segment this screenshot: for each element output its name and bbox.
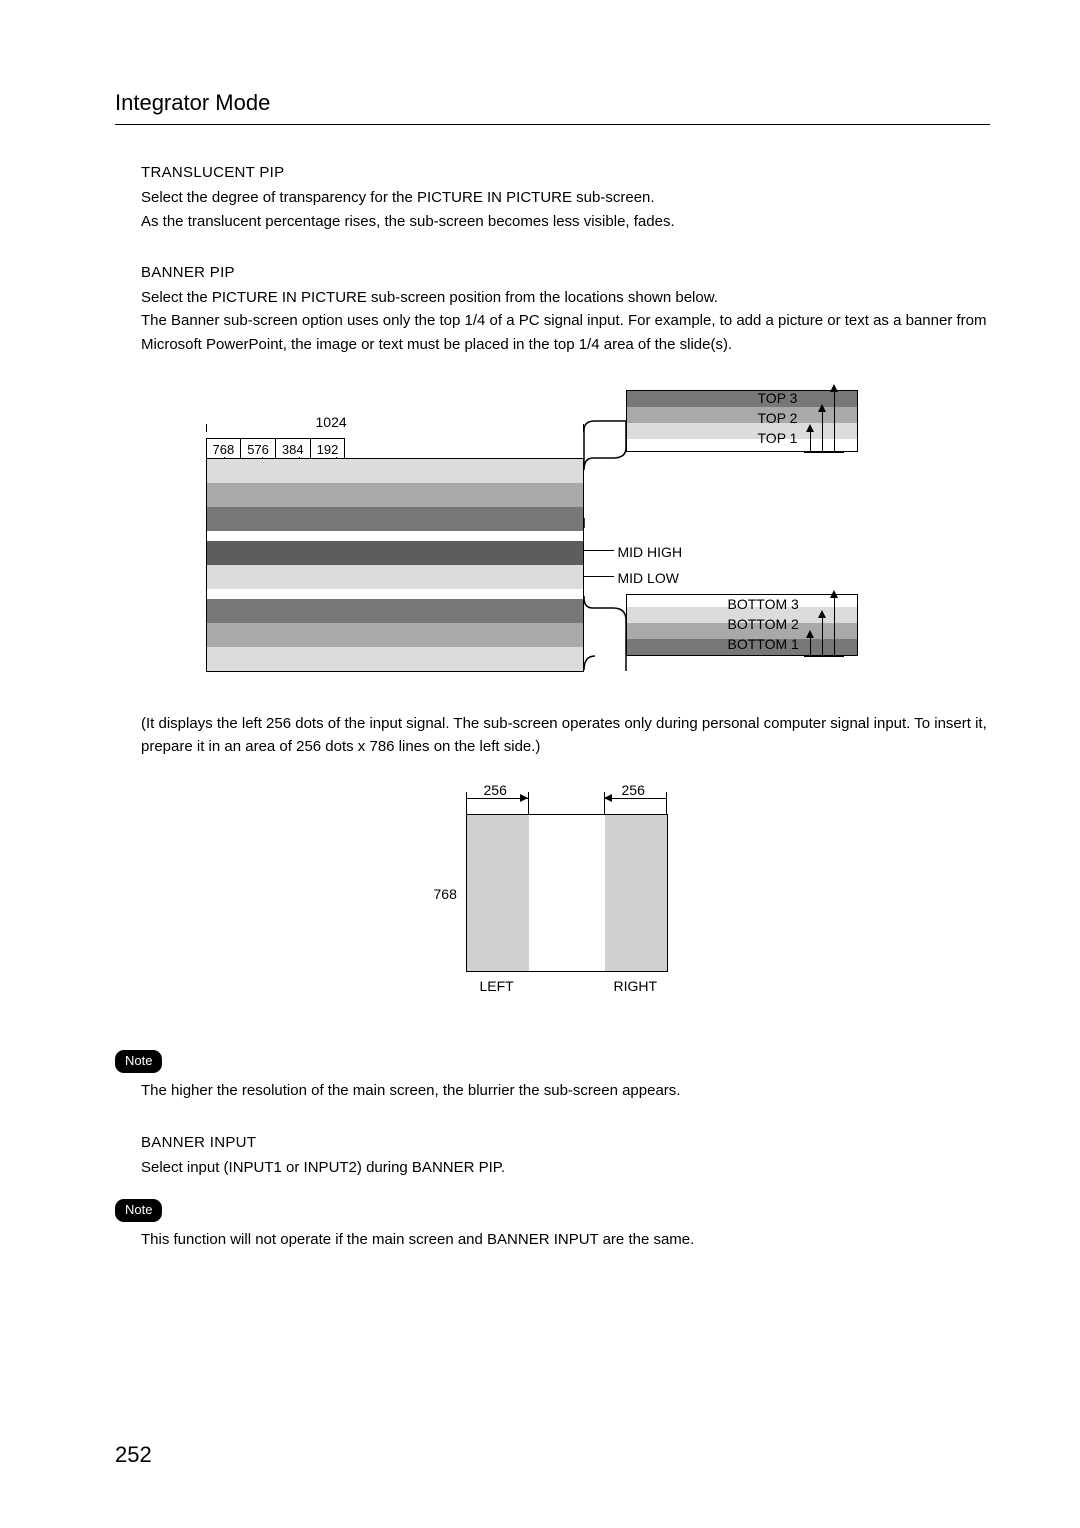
- lbl-bot2: BOTTOM 2: [728, 614, 799, 636]
- band-midhigh: [207, 541, 583, 565]
- band-bot1: [207, 599, 583, 623]
- page-number: 252: [115, 1442, 152, 1468]
- lbl-midhigh: MID HIGH: [618, 542, 683, 564]
- bracket-bottom: [583, 596, 627, 672]
- dim-tick: [206, 424, 207, 432]
- dim-tick: [528, 792, 529, 814]
- left-region: [467, 815, 529, 971]
- connector: [584, 576, 614, 577]
- dim-tick: [604, 792, 605, 814]
- right-region: [605, 815, 667, 971]
- connector: [804, 656, 844, 657]
- diagram-left-right: 256 256 768 LEFT RIGHT: [141, 786, 990, 1000]
- arrow-up-icon: [818, 610, 826, 618]
- translucent-heading: TRANSLUCENT PIP: [141, 161, 990, 184]
- diag1: 1024 768 576 384 192: [186, 384, 946, 682]
- vline: [822, 614, 823, 656]
- lbl-top3: TOP 3: [758, 388, 798, 410]
- lbl-top1: TOP 1: [758, 428, 798, 450]
- dim-1024: 1024: [316, 412, 347, 434]
- lbl-midlow: MID LOW: [618, 568, 679, 590]
- dim-tick: [666, 792, 667, 814]
- lbl-top2: TOP 2: [758, 408, 798, 430]
- main-screen-rect: [206, 458, 584, 672]
- arrow-left-icon: [604, 794, 612, 802]
- vline: [822, 408, 823, 452]
- diagram-banner-positions: 1024 768 576 384 192: [141, 384, 990, 682]
- dim-768: 768: [434, 884, 457, 906]
- arrow-up-icon: [806, 424, 814, 432]
- connector: [804, 452, 844, 453]
- vline: [834, 388, 835, 452]
- translucent-line2: As the translucent percentage rises, the…: [141, 210, 990, 233]
- dim-256-l: 256: [484, 780, 507, 802]
- dim-tick: [466, 792, 467, 814]
- mini-top: [626, 390, 858, 452]
- note3-text: This function will not operate if the ma…: [141, 1228, 990, 1251]
- arrow-up-icon: [818, 404, 826, 412]
- note2-text: The higher the resolution of the main sc…: [141, 1079, 990, 1102]
- vline: [834, 594, 835, 656]
- band-top3: [207, 507, 583, 531]
- band-bot3: [207, 647, 583, 671]
- bracket-top: [583, 420, 627, 530]
- box2: [466, 814, 668, 972]
- lbl-left: LEFT: [480, 976, 514, 998]
- band-top1: [207, 459, 583, 483]
- note-pill: Note: [115, 1050, 162, 1073]
- banner-line2: The Banner sub-screen option uses only t…: [141, 309, 990, 356]
- page-title: Integrator Mode: [115, 90, 990, 125]
- diag2: 256 256 768 LEFT RIGHT: [438, 786, 694, 1000]
- banner-input-line: Select input (INPUT1 or INPUT2) during B…: [141, 1156, 990, 1179]
- translucent-line1: Select the degree of transparency for th…: [141, 186, 990, 209]
- body-section: TRANSLUCENT PIP Select the degree of tra…: [141, 161, 990, 1252]
- arrow-right-icon: [520, 794, 528, 802]
- note1-text: (It displays the left 256 dots of the in…: [141, 712, 990, 759]
- banner-input-heading: BANNER INPUT: [141, 1131, 990, 1154]
- page: Integrator Mode TRANSLUCENT PIP Select t…: [0, 0, 1080, 1528]
- dim-256-r: 256: [622, 780, 645, 802]
- arrow-up-icon: [806, 630, 814, 638]
- band-bot2: [207, 623, 583, 647]
- banner-line1: Select the PICTURE IN PICTURE sub-screen…: [141, 286, 990, 309]
- band-top2: [207, 483, 583, 507]
- connector: [584, 550, 614, 551]
- lbl-right: RIGHT: [614, 976, 658, 998]
- arrow-up-icon: [830, 384, 838, 392]
- lbl-bot3: BOTTOM 3: [728, 594, 799, 616]
- lbl-bot1: BOTTOM 1: [728, 634, 799, 656]
- banner-heading: BANNER PIP: [141, 261, 990, 284]
- band-midlow: [207, 565, 583, 589]
- note-pill: Note: [115, 1199, 162, 1222]
- arrow-up-icon: [830, 590, 838, 598]
